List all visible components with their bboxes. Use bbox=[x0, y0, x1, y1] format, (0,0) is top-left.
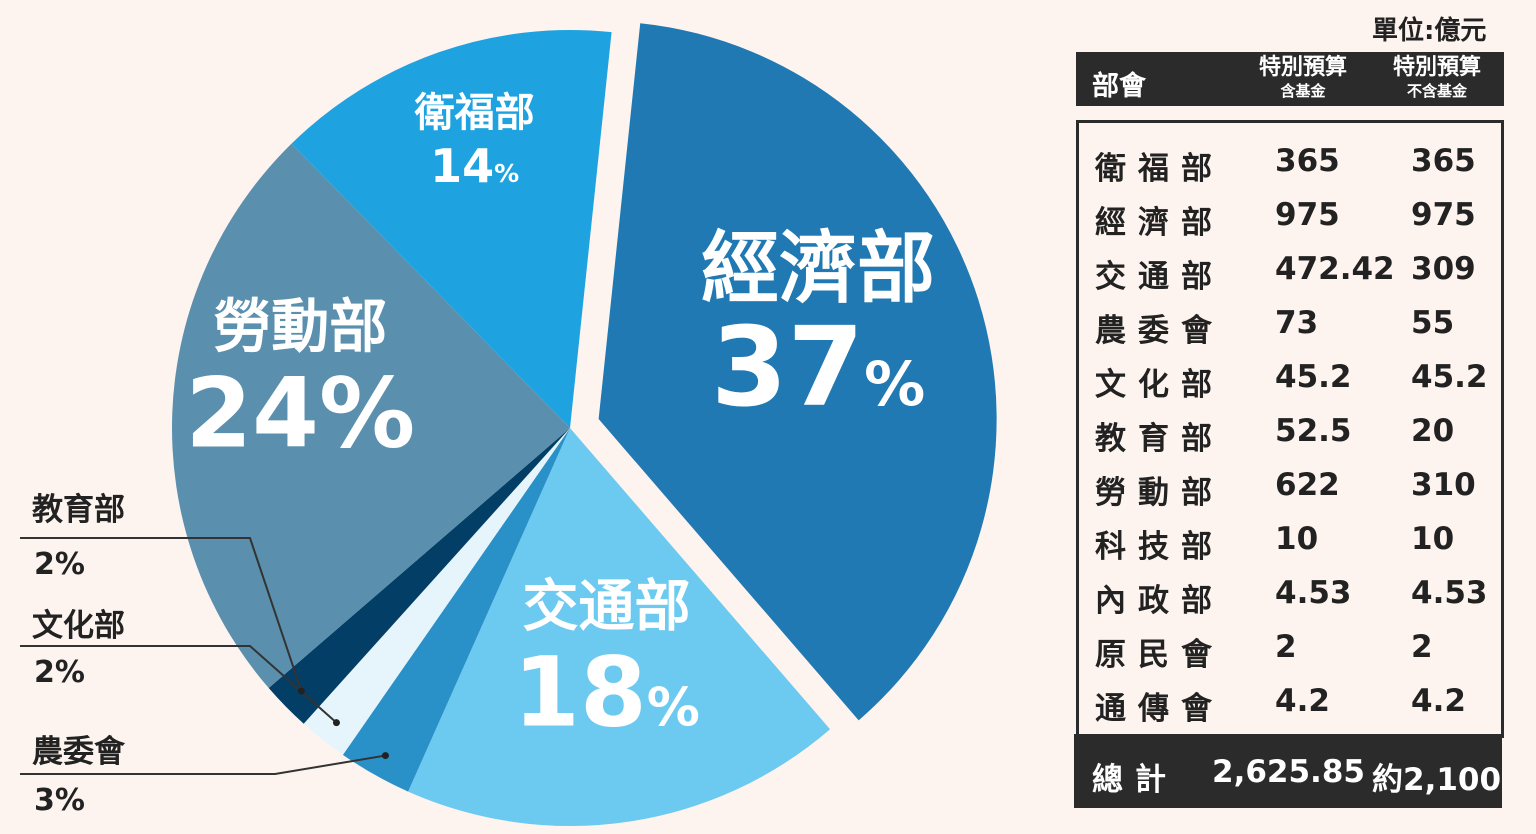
cell-with-fund: 472.42 bbox=[1275, 251, 1395, 287]
cell-with-fund: 975 bbox=[1275, 197, 1340, 233]
pie-slice-welfare bbox=[291, 29, 612, 428]
table-row: 交通部 472.42 309 bbox=[1079, 241, 1501, 295]
cell-without-fund: 55 bbox=[1411, 305, 1455, 341]
callout-line-education bbox=[20, 537, 303, 692]
cell-without-fund: 4.53 bbox=[1411, 575, 1488, 611]
pie-label-labor: 勞動部 bbox=[213, 293, 387, 361]
pie-label-transport: 交通部 bbox=[523, 574, 691, 639]
callout-dot-education bbox=[297, 687, 305, 695]
table-row: 經濟部 975 975 bbox=[1079, 187, 1501, 241]
table-row: 科技部 10 10 bbox=[1079, 511, 1501, 565]
pie-slice-economy bbox=[598, 23, 997, 721]
pie-slice-labor bbox=[172, 143, 571, 689]
cell-dept: 交通部 bbox=[1095, 259, 1224, 295]
cell-dept: 內政部 bbox=[1095, 583, 1224, 619]
callout-value-culture: 2% bbox=[34, 655, 85, 690]
table-body: 衛福部 365 365 經濟部 975 975 交通部 472.42 309 農委會 73 55… bbox=[1076, 120, 1504, 738]
callout-label-education: 教育部 bbox=[32, 492, 125, 528]
callout-value-education: 2% bbox=[34, 547, 85, 582]
total-with-fund: 2,625.85 bbox=[1212, 754, 1365, 790]
table-row: 原民會 2 2 bbox=[1079, 619, 1501, 673]
table-row: 內政部 4.53 4.53 bbox=[1079, 565, 1501, 619]
cell-dept: 原民會 bbox=[1095, 637, 1224, 673]
cell-dept: 教育部 bbox=[1095, 421, 1224, 457]
header-dept: 部會 bbox=[1092, 71, 1146, 102]
cell-without-fund: 45.2 bbox=[1411, 359, 1488, 395]
cell-without-fund: 2 bbox=[1411, 629, 1433, 665]
pie-slice-agriculture bbox=[342, 428, 570, 792]
callout-value-agriculture: 3% bbox=[34, 783, 85, 818]
table-row: 通傳會 4.2 4.2 bbox=[1079, 673, 1501, 727]
table-row: 文化部 45.2 45.2 bbox=[1079, 349, 1501, 403]
pie-slice-transport bbox=[408, 428, 831, 826]
cell-dept: 通傳會 bbox=[1095, 691, 1224, 727]
unit-label: 單位:億元 bbox=[1372, 16, 1487, 46]
pie-value-transport: 18% bbox=[513, 636, 700, 748]
cell-without-fund: 310 bbox=[1411, 467, 1476, 503]
cell-dept: 科技部 bbox=[1095, 529, 1224, 565]
cell-dept: 文化部 bbox=[1095, 367, 1224, 403]
cell-with-fund: 10 bbox=[1275, 521, 1319, 557]
pie-value-labor: 24% bbox=[185, 358, 415, 470]
callout-dot-agriculture bbox=[381, 752, 389, 760]
pie-value-economy: 37% bbox=[711, 303, 925, 431]
table-header: 部會 特別預算 含基金 特別預算 不含基金 bbox=[1076, 52, 1504, 106]
cell-with-fund: 52.5 bbox=[1275, 413, 1352, 449]
table-row: 教育部 52.5 20 bbox=[1079, 403, 1501, 457]
total-without-fund: 約2,100 bbox=[1372, 762, 1502, 798]
cell-with-fund: 622 bbox=[1275, 467, 1340, 503]
table-total-row: 總計 2,625.85 約2,100 bbox=[1074, 734, 1502, 808]
pie-value-welfare: 14% bbox=[430, 139, 519, 193]
header-with-fund: 特別預算 含基金 bbox=[1248, 54, 1358, 100]
cell-without-fund: 309 bbox=[1411, 251, 1476, 287]
callout-line-culture bbox=[20, 645, 338, 724]
callout-dot-culture bbox=[332, 719, 340, 727]
cell-dept: 衛福部 bbox=[1095, 151, 1224, 187]
table-row: 勞動部 622 310 bbox=[1079, 457, 1501, 511]
cell-without-fund: 975 bbox=[1411, 197, 1476, 233]
pie-label-welfare: 衛福部 bbox=[414, 90, 535, 136]
cell-with-fund: 45.2 bbox=[1275, 359, 1352, 395]
callout-label-agriculture: 農委會 bbox=[32, 734, 126, 770]
cell-with-fund: 73 bbox=[1275, 305, 1319, 341]
cell-with-fund: 4.2 bbox=[1275, 683, 1330, 719]
pie-slice-culture bbox=[303, 428, 570, 755]
header-with-fund-sub: 含基金 bbox=[1280, 82, 1326, 100]
header-without-fund-main: 特別預算 bbox=[1392, 55, 1481, 80]
table-row: 衛福部 365 365 bbox=[1079, 133, 1501, 187]
cell-dept: 農委會 bbox=[1095, 313, 1224, 349]
header-without-fund-sub: 不含基金 bbox=[1406, 82, 1467, 100]
cell-without-fund: 10 bbox=[1411, 521, 1455, 557]
cell-with-fund: 365 bbox=[1275, 143, 1340, 179]
cell-with-fund: 4.53 bbox=[1275, 575, 1352, 611]
pie-label-economy: 經濟部 bbox=[701, 224, 935, 314]
callout-line-agriculture bbox=[20, 754, 386, 775]
cell-without-fund: 4.2 bbox=[1411, 683, 1466, 719]
cell-dept: 勞動部 bbox=[1095, 475, 1224, 511]
cell-with-fund: 2 bbox=[1275, 629, 1297, 665]
header-without-fund: 特別預算 不含基金 bbox=[1382, 54, 1492, 100]
total-label: 總計 bbox=[1092, 762, 1178, 798]
table-row: 農委會 73 55 bbox=[1079, 295, 1501, 349]
callout-label-culture: 文化部 bbox=[32, 608, 125, 644]
cell-without-fund: 20 bbox=[1411, 413, 1455, 449]
cell-dept: 經濟部 bbox=[1095, 205, 1224, 241]
header-with-fund-main: 特別預算 bbox=[1258, 55, 1347, 80]
pie-slice-education bbox=[268, 428, 570, 724]
cell-without-fund: 365 bbox=[1411, 143, 1476, 179]
